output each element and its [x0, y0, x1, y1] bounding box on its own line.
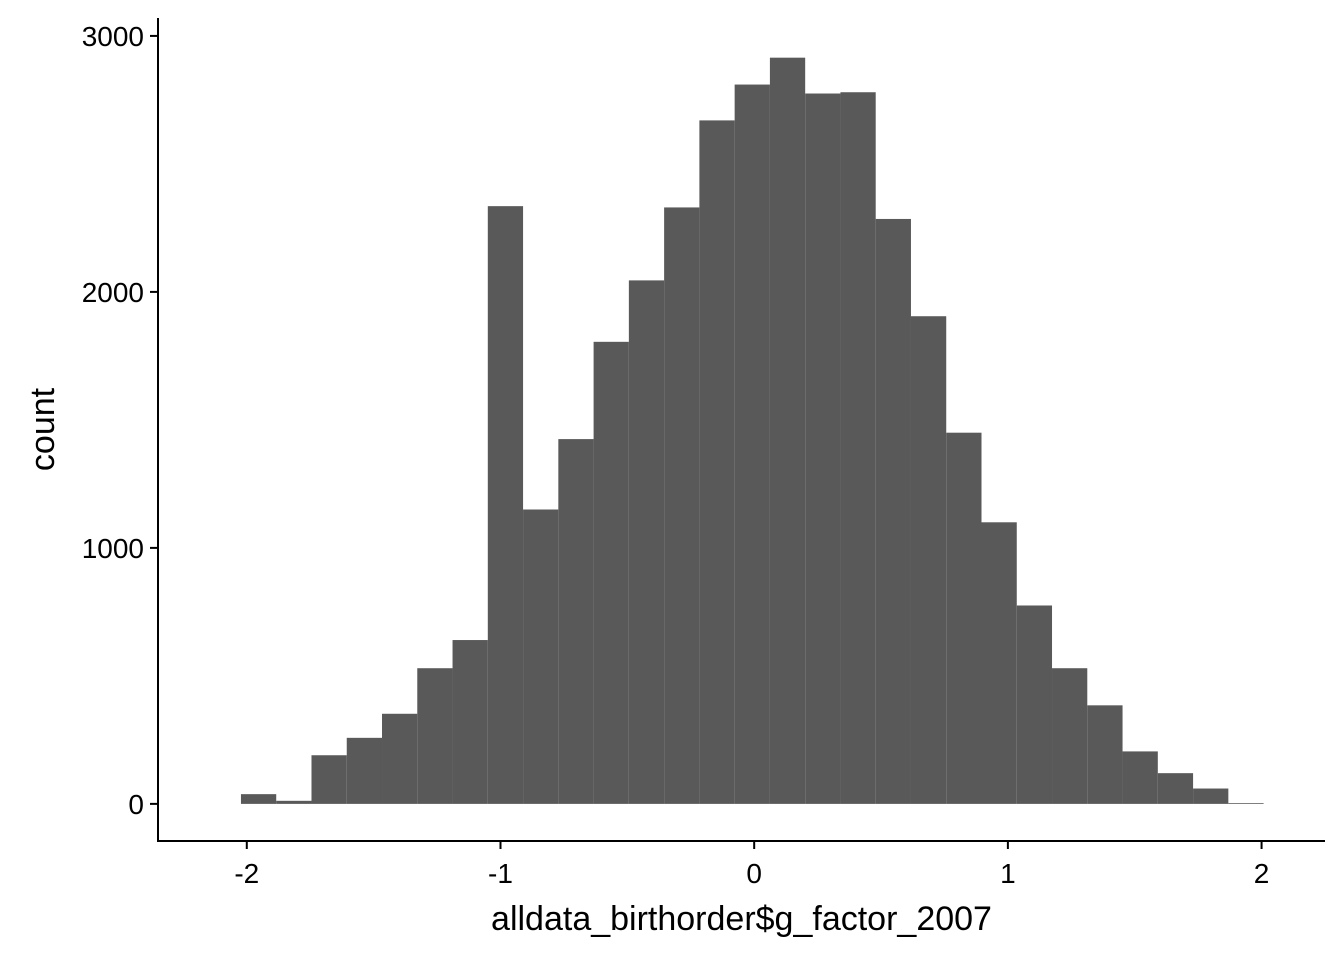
- histogram-bar-24: [1052, 668, 1088, 804]
- histogram-bar-2: [276, 800, 312, 804]
- histogram-bar-12: [628, 280, 665, 804]
- histogram-bar-20: [910, 316, 947, 804]
- x-tick-label: 2: [1254, 858, 1270, 889]
- histogram-bar-22: [981, 522, 1017, 804]
- x-tick-label: 0: [746, 858, 762, 889]
- histogram-bar-29: [1228, 803, 1264, 804]
- x-tick-label: 1: [1000, 858, 1016, 889]
- x-axis-title: alldata_birthorder$g_factor_2007: [491, 900, 992, 938]
- x-ticks-layer: -2 -1 0 1 2: [234, 841, 1269, 889]
- histogram-bar-10: [558, 439, 594, 804]
- histogram-bar-18: [840, 92, 876, 804]
- histogram-bar-13: [664, 207, 700, 804]
- histogram-bar-17: [805, 93, 841, 804]
- histogram-bar-7: [452, 640, 488, 804]
- x-tick-label: -2: [234, 858, 259, 889]
- y-tick-label: 3000: [82, 21, 144, 52]
- histogram-bar-27: [1157, 773, 1194, 804]
- y-tick-label: 1000: [82, 533, 144, 564]
- histogram-bar-8: [487, 206, 524, 804]
- histogram-bar-25: [1087, 705, 1123, 804]
- y-axis-title: count: [24, 387, 62, 471]
- histogram-bar-6: [417, 668, 453, 804]
- histogram-bar-3: [311, 755, 347, 804]
- histogram-bar-28: [1193, 788, 1229, 804]
- histogram-bar-23: [1016, 605, 1053, 804]
- histogram-bar-9: [523, 509, 559, 804]
- bars-layer: [240, 57, 1264, 804]
- x-tick-label: -1: [488, 858, 513, 889]
- y-ticks-layer: 0 1000 2000 3000: [82, 21, 158, 820]
- histogram-bar-4: [346, 737, 383, 804]
- y-tick-label: 0: [128, 789, 144, 820]
- histogram-bar-21: [946, 432, 982, 804]
- histogram-bar-15: [734, 84, 770, 804]
- histogram-bar-26: [1122, 751, 1158, 804]
- histogram-bar-1: [240, 794, 277, 804]
- histogram-bar-16: [769, 57, 806, 804]
- histogram-bar-19: [875, 218, 911, 804]
- histogram-bar-5: [382, 713, 418, 804]
- histogram-bar-14: [699, 120, 735, 804]
- histogram-bar-11: [593, 341, 629, 804]
- y-tick-label: 2000: [82, 277, 144, 308]
